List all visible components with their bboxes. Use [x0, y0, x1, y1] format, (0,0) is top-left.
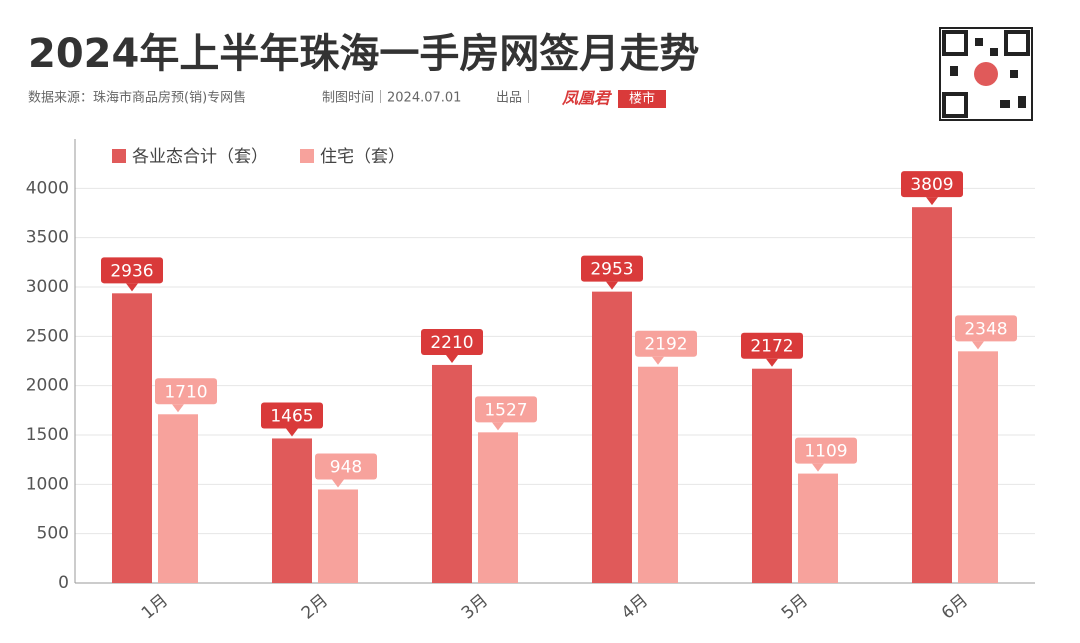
data-label: 2348 [964, 319, 1007, 339]
legend-label: 各业态合计（套） [132, 147, 268, 167]
x-tick-label: 6月 [938, 590, 972, 623]
legend-swatch [300, 149, 314, 163]
data-label-pointer [286, 428, 298, 437]
bar [752, 368, 792, 583]
data-label-group: 1710 [155, 378, 217, 413]
chart-title: 2024年上半年珠海一手房网签月走势 [28, 31, 699, 77]
bar [798, 473, 838, 583]
bar [912, 207, 952, 584]
y-tick-label: 1000 [26, 474, 69, 494]
data-label-group: 1465 [261, 402, 323, 437]
data-label-group: 948 [315, 453, 377, 488]
brand-tag-bg [618, 90, 666, 108]
data-label: 2210 [430, 333, 473, 353]
data-label-group: 2953 [581, 255, 643, 290]
data-label-pointer [332, 479, 344, 488]
data-label: 2953 [590, 260, 633, 280]
data-label: 1710 [164, 382, 207, 402]
brand-tag: 楼市 [629, 91, 655, 107]
bar [592, 291, 632, 583]
source: 数据来源：珠海市商品房预(销)专网售 [28, 90, 246, 106]
data-label-bg [155, 378, 217, 405]
y-tick-label: 3000 [26, 277, 69, 297]
y-tick-label: 3500 [26, 228, 69, 248]
data-label-bg [315, 453, 377, 480]
legend-swatch [112, 149, 126, 163]
bar [112, 293, 152, 583]
qr-code [939, 27, 1033, 121]
bar [158, 414, 198, 583]
data-label-pointer [172, 404, 184, 413]
data-label-pointer [972, 341, 984, 350]
bar [638, 366, 678, 583]
data-label-pointer [446, 354, 458, 363]
data-label: 948 [330, 457, 362, 477]
data-label-bg [421, 328, 483, 355]
x-tick-label: 1月 [138, 590, 172, 623]
data-label-group: 2192 [635, 330, 697, 365]
data-label-bg [901, 171, 963, 198]
bar [432, 364, 472, 583]
data-label-pointer [926, 197, 938, 206]
bar [318, 489, 358, 583]
y-tick-label: 2500 [26, 326, 69, 346]
y-tick-label: 1500 [26, 425, 69, 445]
data-label-pointer [492, 422, 504, 431]
data-label-bg [741, 332, 803, 359]
data-label: 3809 [910, 175, 953, 195]
data-label-pointer [812, 463, 824, 472]
data-label-group: 3809 [901, 171, 963, 206]
y-tick-label: 4000 [26, 178, 69, 198]
data-label: 1527 [484, 400, 527, 420]
y-tick-label: 2000 [26, 376, 69, 396]
data-label-bg [635, 330, 697, 357]
y-tick-label: 500 [37, 524, 69, 544]
data-label-group: 2348 [955, 315, 1017, 350]
data-label-bg [475, 396, 537, 423]
data-label-bg [101, 257, 163, 284]
data-label-group: 2172 [741, 332, 803, 367]
y-tick-label: 0 [58, 573, 69, 593]
x-tick-label: 5月 [778, 590, 812, 623]
data-label-pointer [766, 358, 778, 367]
data-label: 1465 [270, 406, 313, 426]
data-label-pointer [652, 356, 664, 365]
data-label-bg [581, 255, 643, 282]
legend-label: 住宅（套） [320, 147, 405, 167]
data-label-group: 1109 [795, 437, 857, 472]
x-tick-label: 2月 [298, 590, 332, 623]
bar [478, 432, 518, 583]
x-tick-label: 4月 [618, 590, 652, 623]
data-label-group: 2210 [421, 328, 483, 363]
data-label-group: 1527 [475, 396, 537, 431]
data-label-bg [795, 437, 857, 464]
brand: 凤凰君 [561, 89, 613, 108]
bar [958, 351, 998, 583]
data-label: 2172 [750, 337, 793, 357]
data-label: 1109 [804, 442, 847, 462]
data-label: 2192 [644, 335, 687, 355]
data-label: 2936 [110, 261, 153, 281]
data-label-group: 2936 [101, 257, 163, 292]
data-label-bg [955, 315, 1017, 342]
x-tick-label: 3月 [458, 590, 492, 623]
data-label-pointer [606, 281, 618, 290]
data-label-pointer [126, 283, 138, 292]
data-label-bg [261, 402, 323, 429]
producer: 出品｜ [496, 91, 535, 106]
date: 制图时间｜2024.07.01 [322, 91, 461, 106]
bar [272, 438, 312, 583]
